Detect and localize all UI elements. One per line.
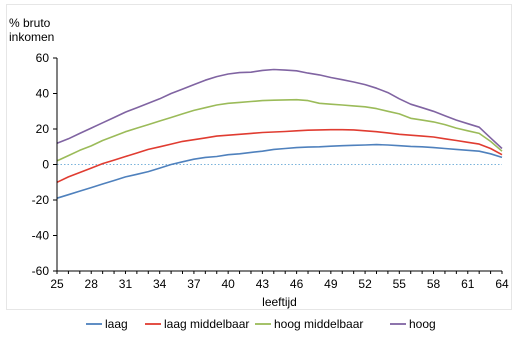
y-axis-label: % bruto — [9, 16, 51, 30]
series-line-4 — [56, 68, 503, 150]
legend: laag laag middelbaar hoog middelbaar hoog — [86, 317, 436, 331]
x-tick-label: 34 — [153, 277, 167, 291]
series-line-1 — [56, 143, 503, 199]
legend-label: hoog — [409, 317, 436, 331]
y-tick-label: -40 — [32, 229, 50, 243]
y-axis-label: inkomen — [9, 30, 54, 44]
x-tick-label: 25 — [50, 277, 64, 291]
x-tick-label: 64 — [495, 277, 509, 291]
x-tick-label: 49 — [324, 277, 338, 291]
x-tick-label: 28 — [85, 277, 99, 291]
y-tick-label: 40 — [36, 87, 50, 101]
axes-layer: -60 -40 -20 0 20 40 60 25 28 31 34 37 40 43 46 49 52 55 58… — [9, 16, 509, 309]
series-line-2 — [56, 128, 503, 184]
y-tick-label: -20 — [32, 193, 50, 207]
legend-label: hoog middelbaar — [274, 317, 363, 331]
legend-label: laag — [105, 317, 128, 331]
legend-label: laag middelbaar — [164, 317, 249, 331]
x-tick-label: 43 — [256, 277, 270, 291]
x-axis-label: leeftijd — [262, 295, 297, 309]
x-tick-label: 37 — [187, 277, 201, 291]
x-tick-label: 46 — [290, 277, 304, 291]
x-tick-label: 61 — [461, 277, 475, 291]
x-tick-label: 31 — [119, 277, 133, 291]
series-line-3 — [56, 98, 503, 162]
x-tick-label: 55 — [393, 277, 407, 291]
y-tick-label: -60 — [32, 264, 50, 278]
y-tick-label: 60 — [36, 51, 50, 65]
x-tick-label: 58 — [427, 277, 441, 291]
y-tick-label: 0 — [42, 158, 49, 172]
y-tick-label: 20 — [36, 122, 50, 136]
x-tick-label: 52 — [358, 277, 372, 291]
x-tick-label: 40 — [221, 277, 235, 291]
series-layer — [56, 68, 503, 199]
chart-frame — [6, 4, 512, 310]
